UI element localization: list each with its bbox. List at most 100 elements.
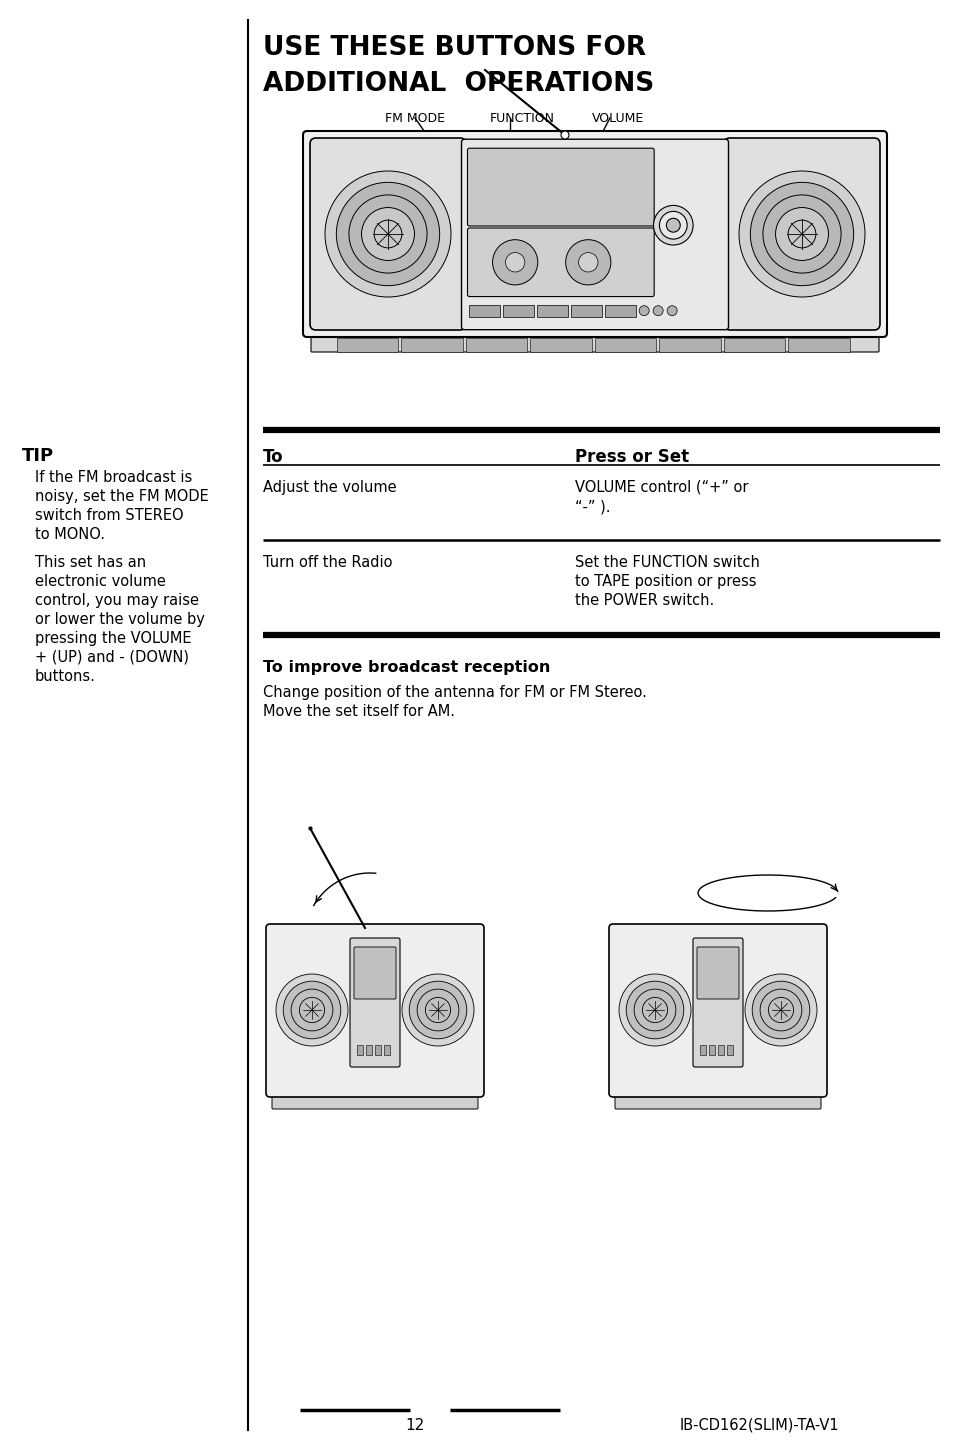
Circle shape <box>275 974 348 1046</box>
Circle shape <box>659 211 686 240</box>
Circle shape <box>787 221 815 248</box>
Circle shape <box>291 989 333 1030</box>
Circle shape <box>361 208 414 260</box>
FancyBboxPatch shape <box>350 939 399 1067</box>
Circle shape <box>639 305 648 315</box>
FancyBboxPatch shape <box>266 924 483 1097</box>
Text: control, you may raise: control, you may raise <box>35 593 199 607</box>
Bar <box>336 339 398 352</box>
Text: Change position of the antenna for FM or FM Stereo.: Change position of the antenna for FM or… <box>263 684 646 700</box>
Text: VOLUME: VOLUME <box>592 112 643 125</box>
Bar <box>788 339 849 352</box>
Bar <box>537 305 568 317</box>
Circle shape <box>578 253 598 272</box>
FancyBboxPatch shape <box>467 148 654 227</box>
Bar <box>595 339 656 352</box>
Circle shape <box>744 974 816 1046</box>
Text: or lower the volume by: or lower the volume by <box>35 612 205 628</box>
Text: + (UP) and - (DOWN): + (UP) and - (DOWN) <box>35 649 189 665</box>
Circle shape <box>750 182 853 286</box>
Bar <box>659 339 720 352</box>
Circle shape <box>374 221 401 248</box>
Text: to MONO.: to MONO. <box>35 527 105 542</box>
FancyBboxPatch shape <box>697 947 739 1000</box>
Circle shape <box>299 997 324 1023</box>
Circle shape <box>641 997 667 1023</box>
Circle shape <box>325 171 451 296</box>
Text: USE THESE BUTTONS FOR: USE THESE BUTTONS FOR <box>263 35 645 61</box>
Bar <box>726 1045 732 1055</box>
Circle shape <box>634 989 675 1030</box>
Circle shape <box>560 131 568 139</box>
Circle shape <box>653 205 693 246</box>
Bar <box>465 339 527 352</box>
Bar <box>708 1045 714 1055</box>
Circle shape <box>409 981 466 1039</box>
Text: Press or Set: Press or Set <box>575 448 688 466</box>
FancyBboxPatch shape <box>310 138 465 330</box>
Text: 12: 12 <box>405 1418 424 1433</box>
FancyBboxPatch shape <box>608 924 826 1097</box>
Circle shape <box>751 981 809 1039</box>
Bar <box>604 305 636 317</box>
Bar <box>571 305 601 317</box>
Bar <box>366 1045 372 1055</box>
Text: TIP: TIP <box>22 448 54 465</box>
Circle shape <box>767 997 793 1023</box>
Bar <box>384 1045 390 1055</box>
Text: Adjust the volume: Adjust the volume <box>263 479 396 495</box>
FancyBboxPatch shape <box>692 939 742 1067</box>
Text: IB-CD162(SLIM)-TA-V1: IB-CD162(SLIM)-TA-V1 <box>679 1418 839 1433</box>
Text: switch from STEREO: switch from STEREO <box>35 509 183 523</box>
Circle shape <box>492 240 537 285</box>
Text: FUNCTION: FUNCTION <box>490 112 555 125</box>
Circle shape <box>653 305 662 315</box>
FancyBboxPatch shape <box>354 947 395 1000</box>
Bar <box>469 305 500 317</box>
Circle shape <box>401 974 474 1046</box>
Text: FM MODE: FM MODE <box>385 112 444 125</box>
Text: electronic volume: electronic volume <box>35 574 166 588</box>
Circle shape <box>760 989 801 1030</box>
Bar <box>718 1045 723 1055</box>
Bar <box>356 1045 363 1055</box>
Text: the POWER switch.: the POWER switch. <box>575 593 714 607</box>
FancyBboxPatch shape <box>272 1093 477 1109</box>
FancyBboxPatch shape <box>461 139 728 330</box>
Circle shape <box>666 305 677 315</box>
Text: pressing the VOLUME: pressing the VOLUME <box>35 631 192 647</box>
Text: VOLUME control (“+” or: VOLUME control (“+” or <box>575 479 748 495</box>
FancyBboxPatch shape <box>723 138 879 330</box>
Text: If the FM broadcast is: If the FM broadcast is <box>35 469 193 485</box>
Circle shape <box>618 974 690 1046</box>
Text: buttons.: buttons. <box>35 668 95 684</box>
Circle shape <box>666 218 679 232</box>
Bar <box>401 339 462 352</box>
Text: to TAPE position or press: to TAPE position or press <box>575 574 756 588</box>
Bar <box>503 305 534 317</box>
FancyBboxPatch shape <box>311 331 878 352</box>
Bar <box>375 1045 380 1055</box>
Circle shape <box>625 981 683 1039</box>
Text: noisy, set the FM MODE: noisy, set the FM MODE <box>35 490 209 504</box>
Text: To: To <box>263 448 283 466</box>
Bar <box>530 339 592 352</box>
Circle shape <box>425 997 450 1023</box>
Circle shape <box>762 195 841 273</box>
Text: ADDITIONAL  OPERATIONS: ADDITIONAL OPERATIONS <box>263 71 654 97</box>
Circle shape <box>416 989 458 1030</box>
Text: To improve broadcast reception: To improve broadcast reception <box>263 660 550 676</box>
Text: This set has an: This set has an <box>35 555 146 570</box>
Circle shape <box>739 171 864 296</box>
Circle shape <box>283 981 340 1039</box>
Text: Set the FUNCTION switch: Set the FUNCTION switch <box>575 555 760 570</box>
FancyBboxPatch shape <box>303 131 886 337</box>
Text: Move the set itself for AM.: Move the set itself for AM. <box>263 705 455 719</box>
FancyBboxPatch shape <box>615 1093 821 1109</box>
Text: “-” ).: “-” ). <box>575 498 610 514</box>
Bar <box>723 339 784 352</box>
Circle shape <box>336 182 439 286</box>
FancyBboxPatch shape <box>467 228 654 296</box>
Bar <box>700 1045 705 1055</box>
Circle shape <box>349 195 427 273</box>
